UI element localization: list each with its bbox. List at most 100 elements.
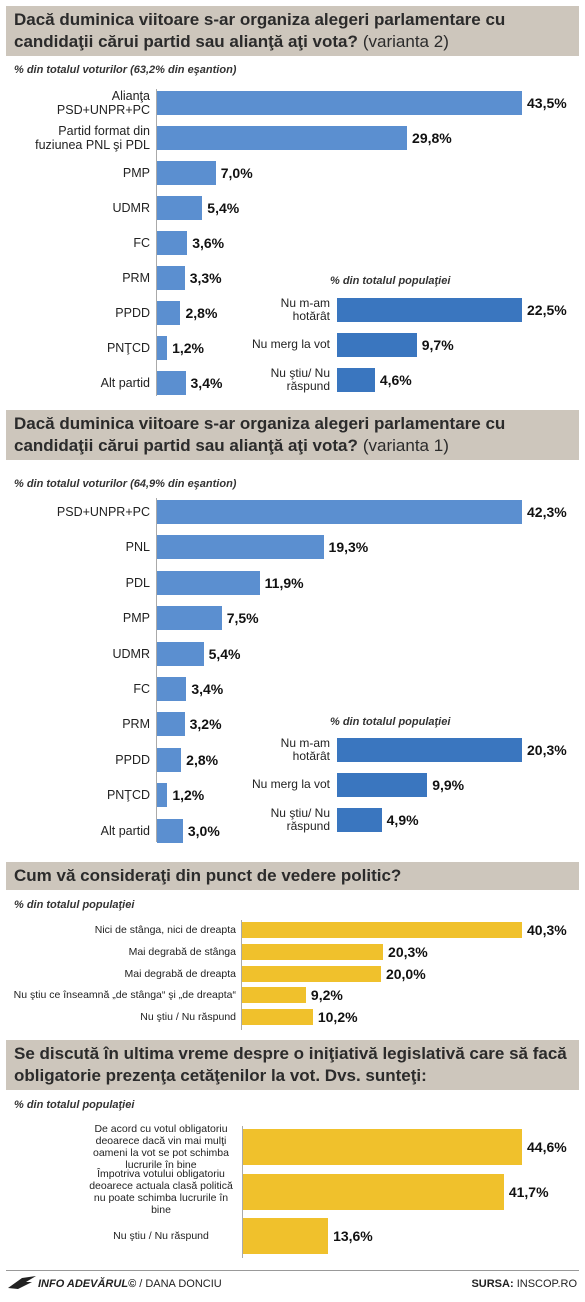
footer-rule xyxy=(6,1270,579,1271)
category-label: Mai degrabă de dreapta xyxy=(124,967,237,980)
value-label: 7,5% xyxy=(226,610,259,627)
bar xyxy=(157,196,203,220)
bar xyxy=(157,606,222,631)
axis-line xyxy=(156,498,157,842)
section-header: Se discută în ultima vreme despre o iniţ… xyxy=(6,1040,579,1090)
footer-source-label: SURSA: xyxy=(471,1278,514,1290)
category-label: PDL xyxy=(125,575,150,590)
axis-line xyxy=(156,89,157,396)
bar xyxy=(157,783,168,808)
bar xyxy=(242,943,384,960)
value-label: 11,9% xyxy=(264,574,304,591)
subtitle: % din totalul voturilor (63,2% din eşant… xyxy=(14,64,237,76)
value-label: 3,6% xyxy=(192,235,225,251)
value-label: 13,6% xyxy=(333,1228,373,1244)
category-label: Partid format din fuziunea PNL şi PDL xyxy=(35,124,150,152)
value-label: 4,6% xyxy=(379,372,412,388)
category-label: Alt partid xyxy=(100,376,150,390)
value-label: 22,5% xyxy=(527,302,567,318)
bar xyxy=(157,641,204,666)
bar xyxy=(242,987,306,1004)
bar xyxy=(157,336,168,360)
bar xyxy=(157,91,522,115)
category-label: Nu m-am hotărât xyxy=(280,735,330,763)
value-label: 20,3% xyxy=(388,943,428,960)
bar xyxy=(243,1129,522,1165)
bar xyxy=(337,738,522,762)
section-title-suffix: (varianta 2) xyxy=(362,32,449,51)
value-label: 9,7% xyxy=(421,337,454,353)
section-title-suffix: (varianta 1) xyxy=(362,436,449,455)
category-label: PNL xyxy=(125,540,150,555)
category-label: Nu ştiu ce înseamnă „de stânga“ şi „de d… xyxy=(13,989,236,1002)
bar xyxy=(157,301,181,325)
bar xyxy=(157,677,187,701)
value-label: 2,8% xyxy=(185,305,218,321)
bar xyxy=(157,818,183,843)
value-label: 44,6% xyxy=(527,1139,567,1155)
category-label: Nu ştiu/ Nu răspund xyxy=(270,805,330,833)
bar xyxy=(157,570,260,595)
value-label: 2,8% xyxy=(186,751,219,768)
value-label: 3,2% xyxy=(189,716,222,733)
value-label: 42,3% xyxy=(527,504,567,520)
value-label: 3,4% xyxy=(190,375,223,391)
section-header: Cum vă consideraţi din punct de vedere p… xyxy=(6,862,579,890)
category-label: Nu merg la vot xyxy=(251,337,330,352)
category-label: FC xyxy=(133,236,150,250)
value-label: 3,4% xyxy=(191,681,224,697)
bar xyxy=(157,231,188,255)
category-label: UDMR xyxy=(112,201,151,215)
bar xyxy=(337,298,522,322)
category-label: PRM xyxy=(122,271,150,285)
value-label: 10,2% xyxy=(317,1009,358,1026)
category-label: PNŢCD xyxy=(106,788,150,803)
category-label: Mai degrabă de stânga xyxy=(128,945,236,958)
category-label: PNŢCD xyxy=(106,341,150,355)
value-label: 9,9% xyxy=(432,777,465,793)
subtitle: % din totalul voturilor (64,9% din eşant… xyxy=(14,478,237,490)
value-label: 1,2% xyxy=(172,340,204,356)
bar xyxy=(157,500,522,524)
footer-author: / DANA DONCIU xyxy=(139,1278,222,1290)
value-label: 20,3% xyxy=(527,742,567,758)
bar xyxy=(157,712,185,737)
inset-subtitle: % din totalul populaţiei xyxy=(330,275,451,287)
value-label: 4,9% xyxy=(386,812,419,828)
category-label: Nu ştiu/ Nu răspund xyxy=(270,365,330,393)
subtitle: % din totalul populaţiei xyxy=(14,1099,135,1111)
section-title: Se discută în ultima vreme despre o iniţ… xyxy=(14,1044,567,1085)
category-label: Nu ştiu / Nu răspund xyxy=(113,1230,209,1242)
category-label: Nu merg la vot xyxy=(251,777,330,792)
category-label: Împotriva votului obligatoriu deoarece a… xyxy=(89,1167,233,1216)
axis-line xyxy=(241,920,242,1030)
subtitle: % din totalul populaţiei xyxy=(14,899,135,911)
inset-subtitle: % din totalul populaţiei xyxy=(330,716,451,728)
category-label: PPDD xyxy=(115,306,150,320)
section-title: Cum vă consideraţi din punct de vedere p… xyxy=(14,866,402,885)
bar xyxy=(337,773,428,797)
bar xyxy=(337,808,382,832)
category-label: Nu m-am hotărât xyxy=(280,295,330,323)
bar xyxy=(337,333,417,357)
bar xyxy=(157,535,324,560)
category-label: De acord cu votul obligatoriu deoarece d… xyxy=(93,1123,229,1171)
category-label: PMP xyxy=(122,166,150,180)
bar xyxy=(157,126,408,150)
bar xyxy=(242,965,381,982)
value-label: 20,0% xyxy=(385,965,426,982)
section-title: Dacă duminica viitoare s-ar organiza ale… xyxy=(14,10,506,51)
section-title: Dacă duminica viitoare s-ar organiza ale… xyxy=(14,414,506,455)
footer-credit: INFO ADEVĂRUL© / DANA DONCIU xyxy=(38,1278,222,1290)
value-label: 41,7% xyxy=(508,1183,549,1200)
value-label: 5,4% xyxy=(207,200,240,216)
section-header: Dacă duminica viitoare s-ar organiza ale… xyxy=(6,410,579,460)
value-label: 29,8% xyxy=(412,130,452,146)
value-label: 40,3% xyxy=(527,922,567,938)
category-label: PPDD xyxy=(115,752,150,767)
bar xyxy=(243,1218,329,1254)
footer-source: SURSA: INSCOP.RO xyxy=(471,1278,577,1290)
value-label: 3,0% xyxy=(187,822,220,839)
bar xyxy=(157,161,216,185)
